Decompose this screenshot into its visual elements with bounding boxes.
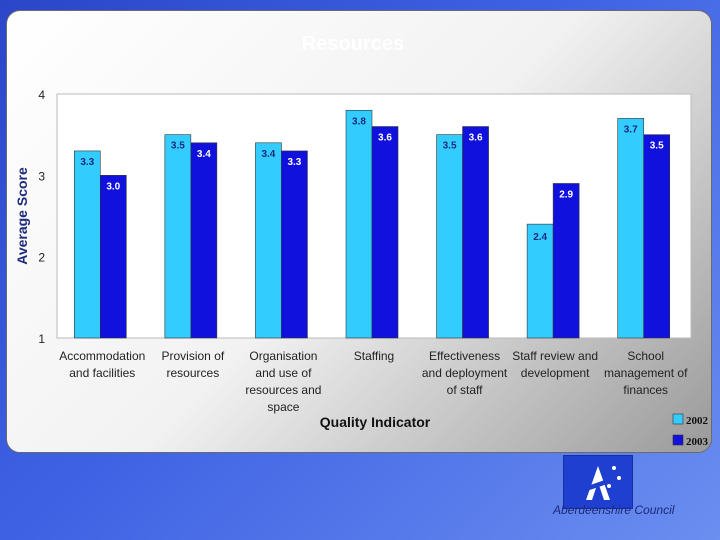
bar-2003-4 [462, 126, 489, 339]
y-tick-label: 1 [38, 332, 45, 346]
x-tick-label: space [267, 400, 299, 414]
data-label: 3.8 [352, 116, 366, 127]
bar-2002-5 [526, 223, 554, 339]
x-tick-label: development [521, 366, 590, 380]
bar-chart: Resources 1 2 3 4 Average Score 3.3 3.5 3.4 3.8 3.… [14, 33, 709, 448]
bar-2003-5 [552, 183, 580, 339]
data-label: 3.6 [378, 133, 392, 144]
x-tick-label: resources and [245, 383, 321, 397]
legend-entry-2003: 2003 [686, 436, 709, 448]
data-label: 3.5 [650, 141, 664, 152]
bar-2002-1 [164, 134, 192, 339]
data-label: 2.4 [533, 232, 547, 243]
bar-2003-2 [281, 150, 308, 339]
data-label: 3.4 [197, 149, 211, 160]
data-label: 3.6 [469, 133, 483, 144]
aberdeenshire-council-logo [563, 455, 633, 509]
x-tick-label: Provision of [162, 349, 225, 363]
bar-2002-3 [345, 109, 373, 339]
bar-2003-1 [190, 142, 218, 339]
data-label: 3.4 [261, 149, 275, 160]
x-tick-label: Accommodation [59, 349, 145, 363]
x-tick-label: and use of [255, 366, 312, 380]
x-tick-label: Staffing [354, 349, 394, 363]
x-tick-label: and deployment [422, 366, 508, 380]
organization-name: Aberdeenshire Council [553, 503, 675, 517]
x-tick-label: and facilities [69, 366, 135, 380]
bar-2003-3 [371, 126, 399, 339]
x-tick-label: management of [604, 366, 688, 380]
bar-2003-6 [643, 134, 671, 339]
bar-2003-0 [99, 175, 127, 339]
legend-entry-2002: 2002 [686, 415, 709, 427]
bar-2002-2 [255, 142, 282, 339]
data-label: 3.3 [287, 157, 301, 168]
data-label: 3.5 [443, 141, 457, 152]
x-axis-label: Quality Indicator [320, 414, 431, 430]
x-tick-label: resources [167, 366, 220, 380]
y-tick-label: 3 [38, 169, 45, 183]
x-tick-label: Organisation [249, 349, 317, 363]
chart-panel: Resources 1 2 3 4 Average Score 3.3 3.5 3.4 3.8 3.… [6, 10, 712, 453]
legend-swatch-2002 [672, 413, 684, 425]
data-label: 3.3 [80, 157, 94, 168]
y-tick-label: 2 [38, 251, 45, 265]
legend-swatch-2003 [672, 434, 684, 446]
x-tick-label: School [627, 349, 664, 363]
data-label: 2.9 [559, 189, 573, 200]
x-tick-label: finances [623, 383, 668, 397]
data-label: 3.7 [624, 124, 638, 135]
x-tick-label: of staff [447, 383, 483, 397]
y-tick-label: 4 [38, 88, 45, 102]
bar-2002-4 [436, 134, 463, 339]
bar-2002-6 [617, 118, 645, 339]
y-axis-label: Average Score [14, 167, 30, 265]
data-label: 3.0 [106, 181, 120, 192]
bar-2002-0 [73, 150, 101, 339]
x-tick-label: Staff review and [512, 349, 598, 363]
chart-title: Resources [302, 33, 404, 55]
x-tick-label: Effectiveness [429, 349, 500, 363]
data-label: 3.5 [171, 141, 185, 152]
